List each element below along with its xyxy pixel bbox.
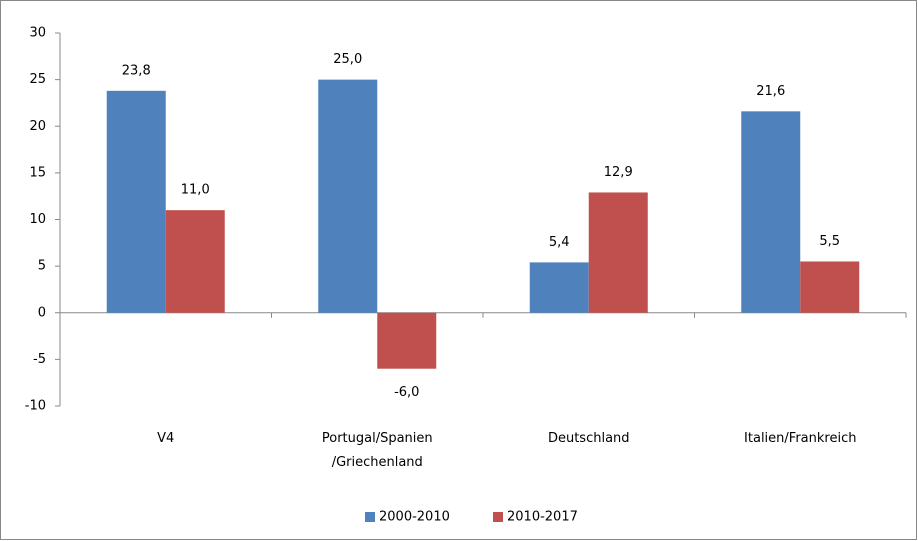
bar	[800, 261, 860, 313]
legend-label: 2010-2017	[507, 510, 578, 525]
bar	[106, 90, 166, 313]
bar	[377, 312, 437, 369]
legend-swatch	[365, 512, 375, 522]
bar	[741, 111, 801, 313]
x-tick-label: Deutschland	[547, 430, 630, 446]
bar	[529, 262, 589, 313]
data-label: 11,0	[181, 183, 210, 198]
data-label: 5,5	[819, 234, 840, 249]
data-label: -6,0	[394, 385, 419, 400]
legend-label: 2000-2010	[379, 510, 450, 525]
legend-swatch	[493, 512, 503, 522]
y-tick-label: 15	[29, 165, 46, 180]
x-tick-label: Portugal/Spanien /Griechenland	[321, 430, 433, 470]
y-tick-label: 5	[38, 259, 46, 274]
data-label: 21,6	[756, 84, 785, 99]
data-label: 23,8	[122, 63, 151, 78]
y-tick-label: -10	[25, 399, 46, 414]
y-tick-label: 25	[29, 72, 46, 87]
data-label: 5,4	[549, 235, 570, 250]
x-tick-label: Italien/Frankreich	[744, 430, 857, 446]
y-tick-label: 10	[29, 212, 46, 227]
y-tick-label: 20	[29, 119, 46, 134]
bar	[588, 192, 648, 313]
y-tick-label: 30	[29, 26, 46, 41]
y-tick-label: 0	[38, 305, 46, 320]
bar	[318, 79, 378, 313]
data-label: 25,0	[333, 52, 362, 67]
x-tick-label: V4	[157, 430, 175, 446]
data-label: 12,9	[604, 165, 633, 180]
bar	[165, 210, 225, 313]
y-tick-label: -5	[33, 352, 46, 367]
